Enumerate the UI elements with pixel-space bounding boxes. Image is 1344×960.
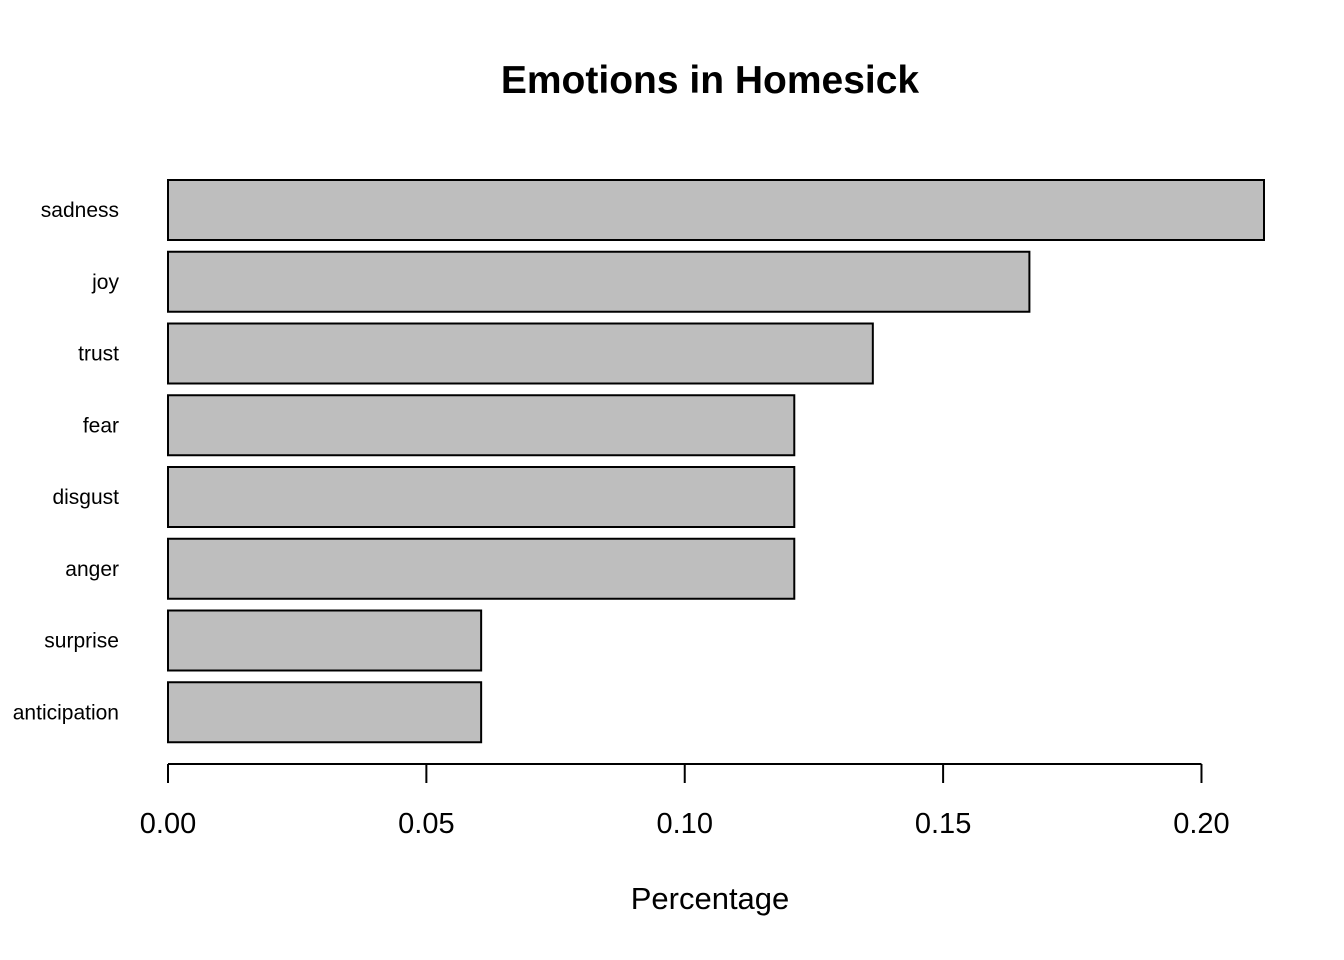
x-tick-label-4: 0.20 (1173, 808, 1229, 840)
x-axis: 0.00 0.05 0.10 0.15 0.20 (140, 763, 1230, 840)
category-label-trust: trust (78, 343, 119, 366)
bar-anticipation (167, 681, 483, 744)
bar-surprise (167, 609, 483, 672)
category-label-anticipation: anticipation (13, 701, 119, 724)
category-label-fear: fear (83, 414, 119, 437)
category-labels-group: sadness joy trust fear disgust anger surprise a… (13, 199, 120, 724)
category-label-disgust: disgust (52, 486, 119, 509)
x-axis-label: Percentage (631, 881, 790, 916)
chart-title: Emotions in Homesick (501, 59, 920, 102)
category-label-surprise: surprise (44, 630, 119, 653)
bar-joy (167, 250, 1031, 313)
bar-anger (167, 537, 796, 600)
x-tick-label-0: 0.00 (140, 808, 196, 840)
category-label-anger: anger (65, 558, 119, 581)
bar-fear (167, 394, 796, 457)
bars-group (167, 179, 1265, 744)
category-label-sadness: sadness (41, 199, 119, 222)
x-tick-label-3: 0.15 (915, 808, 971, 840)
bar-trust (167, 322, 874, 385)
bar-sadness (167, 179, 1265, 241)
category-label-joy: joy (91, 271, 119, 294)
x-tick-label-1: 0.05 (398, 808, 454, 840)
bar-disgust (167, 466, 796, 528)
x-tick-label-2: 0.10 (657, 808, 713, 840)
